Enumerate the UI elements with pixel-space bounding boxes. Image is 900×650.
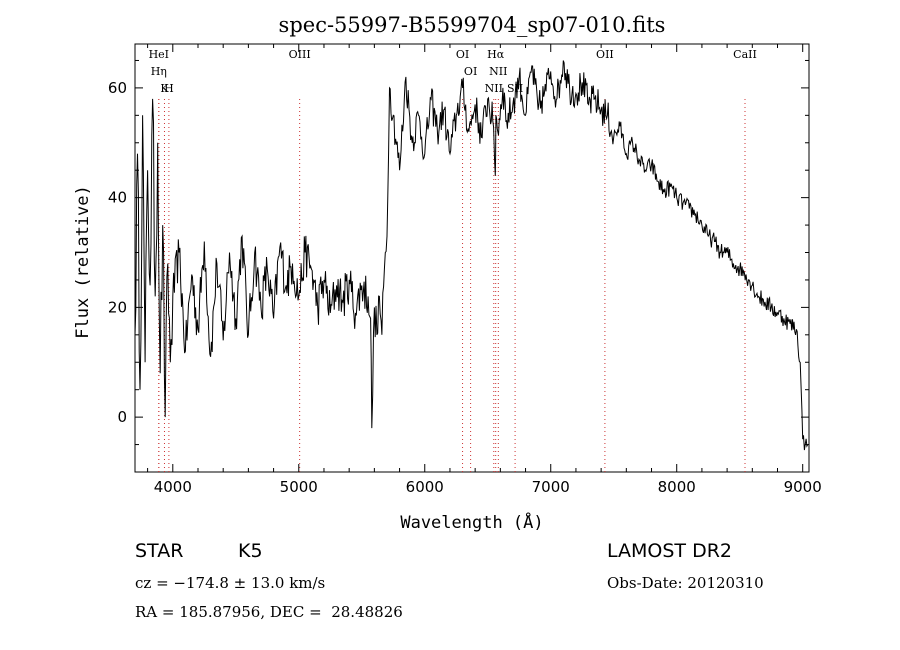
chart-title: spec-55997-B5599704_sp07-010.fits	[279, 13, 666, 37]
observation-date: Obs-Date: 20120310	[607, 574, 764, 592]
x-axis-label: Wavelength (Å)	[400, 511, 543, 533]
spectrum-series	[134, 60, 809, 451]
line-marker-label: OIII	[289, 48, 311, 61]
plot-frame	[134, 43, 810, 473]
survey-name: LAMOST DR2	[607, 540, 732, 562]
y-tick-label: 0	[117, 408, 127, 426]
line-marker-label: OI	[456, 48, 469, 61]
redshift-velocity: cz = −174.8 ± 13.0 km/s	[135, 574, 326, 592]
x-tick-label: 6000	[406, 478, 444, 496]
line-marker-label: Hη	[151, 65, 167, 78]
spectrum-line	[134, 60, 809, 451]
line-marker-label: OII	[596, 48, 614, 61]
line-marker-label: NII	[489, 65, 507, 78]
y-tick-label: 40	[108, 189, 127, 207]
x-tick-label: 5000	[280, 478, 318, 496]
object-subclass: K5	[238, 540, 263, 562]
line-marker-label: Hα	[487, 48, 505, 61]
x-tick-label: 4000	[154, 478, 192, 496]
line-marker-label: NII	[485, 82, 503, 95]
x-tick-label: 8000	[658, 478, 696, 496]
line-marker-label: H	[164, 82, 174, 95]
line-marker-label: HeI	[149, 48, 169, 61]
line-marker-label: OI	[464, 65, 477, 78]
line-marker-label: K	[160, 82, 169, 95]
y-tick-label: 20	[108, 298, 127, 316]
y-axis-label: Flux (relative)	[73, 185, 93, 339]
line-marker-label: CaII	[733, 48, 757, 61]
coordinates: RA = 185.87956, DEC = 28.48826	[135, 603, 403, 621]
x-tick-label: 9000	[784, 478, 822, 496]
x-tick-label: 7000	[532, 478, 570, 496]
object-class: STAR	[135, 540, 184, 562]
y-tick-label: 60	[108, 79, 127, 97]
axis-ticks: 4000 5000 6000 7000 8000 9000 0 20 40 60	[108, 44, 822, 496]
